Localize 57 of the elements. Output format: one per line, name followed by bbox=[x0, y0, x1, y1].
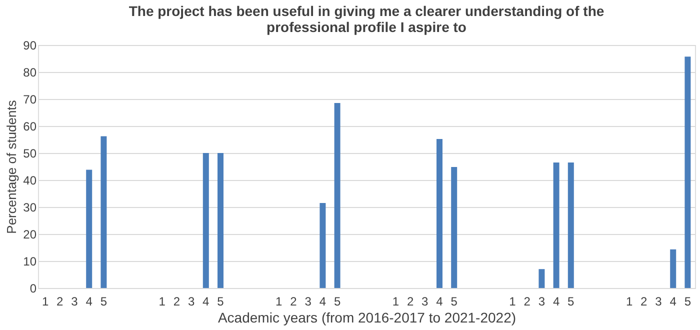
y-tick-label: 70 bbox=[23, 92, 37, 106]
x-tick-label: 3 bbox=[538, 294, 546, 308]
x-tick-label: 5 bbox=[217, 294, 224, 308]
x-tick-label: 1 bbox=[509, 294, 516, 308]
bar bbox=[553, 162, 560, 288]
x-tick-label: 4 bbox=[436, 294, 444, 308]
x-tick-label: 5 bbox=[684, 294, 692, 308]
bar bbox=[436, 138, 442, 288]
bar bbox=[670, 249, 676, 288]
x-axis-title: Academic years (from 2016-2017 to 2021-2022) bbox=[218, 310, 516, 326]
x-tick-label: 3 bbox=[71, 294, 78, 308]
bar bbox=[218, 153, 224, 288]
y-tick-label: 30 bbox=[23, 200, 37, 214]
y-tick-label: 20 bbox=[23, 228, 37, 242]
bar bbox=[684, 56, 691, 288]
x-tick-label: 2 bbox=[56, 294, 64, 308]
bar bbox=[538, 269, 545, 288]
x-tick-label: 4 bbox=[86, 294, 93, 308]
y-tick-label: 80 bbox=[23, 66, 37, 80]
x-tick-label: 4 bbox=[202, 294, 210, 308]
y-axis-title: Percentage of students bbox=[4, 100, 20, 234]
x-tick-label: 5 bbox=[450, 294, 458, 308]
x-tick-label: 3 bbox=[422, 294, 429, 308]
y-tick-label: 10 bbox=[23, 254, 37, 268]
text: professional profile I aspire to bbox=[266, 19, 466, 35]
y-tick-label: 40 bbox=[23, 174, 37, 188]
x-tick-label: 3 bbox=[655, 294, 662, 308]
x-tick-label: 1 bbox=[392, 294, 400, 308]
x-tick-label: 2 bbox=[406, 294, 414, 308]
x-tick-label: 1 bbox=[42, 294, 49, 308]
bar bbox=[451, 167, 458, 288]
x-tick-label: 2 bbox=[640, 294, 648, 308]
bar bbox=[86, 170, 92, 288]
bar bbox=[100, 136, 107, 288]
x-tick-label: 3 bbox=[304, 294, 312, 308]
x-tick-label: 5 bbox=[568, 294, 575, 308]
x-tick-label: 5 bbox=[334, 294, 341, 308]
x-tick-label: 2 bbox=[173, 294, 180, 308]
bar bbox=[334, 103, 340, 288]
bar bbox=[320, 202, 326, 288]
x-tick-label: 2 bbox=[524, 294, 531, 308]
y-tick-label: 50 bbox=[23, 146, 37, 160]
bar bbox=[568, 162, 574, 288]
x-tick-label: 2 bbox=[290, 294, 298, 308]
y-tick-label: 0 bbox=[30, 282, 37, 296]
x-tick-label: 4 bbox=[552, 294, 560, 308]
x-tick-label: 4 bbox=[319, 294, 326, 308]
y-tick-label: 60 bbox=[23, 120, 37, 134]
x-tick-label: 1 bbox=[276, 294, 283, 308]
x-tick-label: 3 bbox=[188, 294, 195, 308]
y-tick-label: 90 bbox=[23, 38, 37, 52]
x-tick-label: 1 bbox=[158, 294, 166, 308]
x-tick-label: 4 bbox=[670, 294, 677, 308]
x-tick-label: 5 bbox=[100, 294, 108, 308]
x-tick-label: 1 bbox=[626, 294, 633, 308]
bar bbox=[202, 153, 209, 288]
text: The project has been useful in giving me a clearer understanding of the bbox=[128, 3, 604, 19]
